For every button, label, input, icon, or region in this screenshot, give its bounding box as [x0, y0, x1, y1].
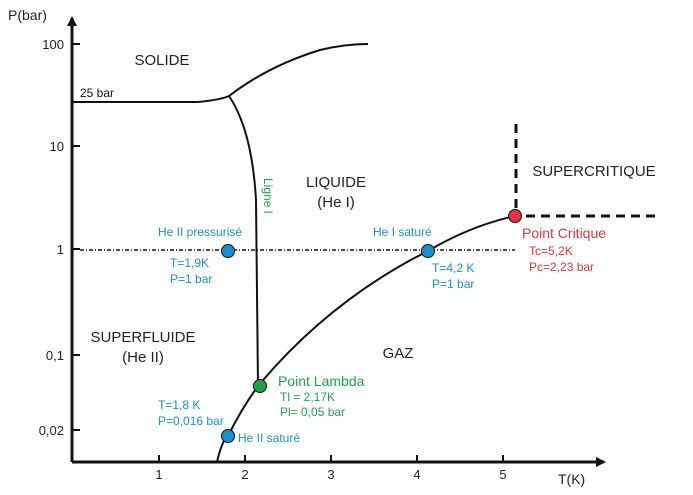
- point-he1-sature: [421, 244, 435, 258]
- label-he2-pressurise-t: T=1,9K: [170, 256, 209, 270]
- x-ticks: 1 2 3 4 5: [155, 455, 507, 482]
- x-tick-label-2: 2: [241, 467, 248, 482]
- label-point-lambda: Point Lambda: [278, 373, 365, 389]
- y-tick-label-002: 0,02: [39, 423, 64, 438]
- label-he2-pressurise-p: P=1 bar: [170, 272, 212, 286]
- label-25bar: 25 bar: [80, 86, 114, 100]
- y-ticks: 100 10 1 0,1 0,02: [39, 37, 80, 438]
- label-point-critique: Point Critique: [522, 225, 606, 241]
- point-he2-sature: [221, 429, 235, 443]
- x-tick-label-5: 5: [499, 467, 506, 482]
- x-axis-title: T(K): [558, 471, 585, 487]
- phase-gaz: GAZ: [383, 345, 414, 362]
- phase-liquide-he1: (He I): [317, 194, 355, 211]
- solid-liquid-curve: [228, 43, 369, 97]
- label-point-critique-pc: Pc=2,23 bar: [529, 260, 594, 274]
- lambda-line: [228, 95, 259, 387]
- label-he2-sature-t: T=1,8 K: [158, 398, 200, 412]
- y-tick-label-1: 1: [57, 242, 64, 257]
- phase-superfluide-he2: (He II): [122, 349, 164, 366]
- label-point-critique-tc: Tc=5,2K: [529, 244, 573, 258]
- solid-line-25bar: [72, 95, 230, 103]
- label-he1-sature: He I saturé: [373, 225, 432, 239]
- point-lambda: [253, 379, 267, 393]
- label-he2-pressurise: He II pressurisé: [158, 225, 242, 239]
- y-axis-title: P(bar): [8, 7, 47, 23]
- vaporization-curve: [216, 215, 516, 463]
- x-tick-label-1: 1: [155, 467, 162, 482]
- label-point-lambda-tl: Tl = 2,17K: [280, 390, 335, 404]
- phase-supercritique: SUPERCRITIQUE: [532, 163, 655, 180]
- phase-superfluide: SUPERFLUIDE: [90, 329, 195, 346]
- y-tick-label-10: 10: [50, 139, 64, 154]
- y-tick-label-01: 0,1: [46, 348, 64, 363]
- label-he2-sature-p: P=0,016 bar: [158, 414, 224, 428]
- label-he2-sature: He II saturé: [238, 431, 300, 445]
- phase-solide: SOLIDE: [134, 52, 189, 69]
- point-critique: [508, 209, 522, 223]
- label-he1-sature-t: T=4,2 K: [432, 261, 474, 275]
- label-he1-sature-p: P=1 bar: [432, 277, 474, 291]
- point-he2-pressurise: [221, 244, 235, 258]
- label-point-lambda-pl: Pl= 0,05 bar: [280, 405, 345, 419]
- phase-liquide: LIQUIDE: [306, 174, 366, 191]
- x-tick-label-3: 3: [327, 467, 334, 482]
- y-tick-label-100: 100: [42, 37, 64, 52]
- x-tick-label-4: 4: [413, 467, 420, 482]
- label-ligne-lambda: Ligne l: [261, 178, 275, 213]
